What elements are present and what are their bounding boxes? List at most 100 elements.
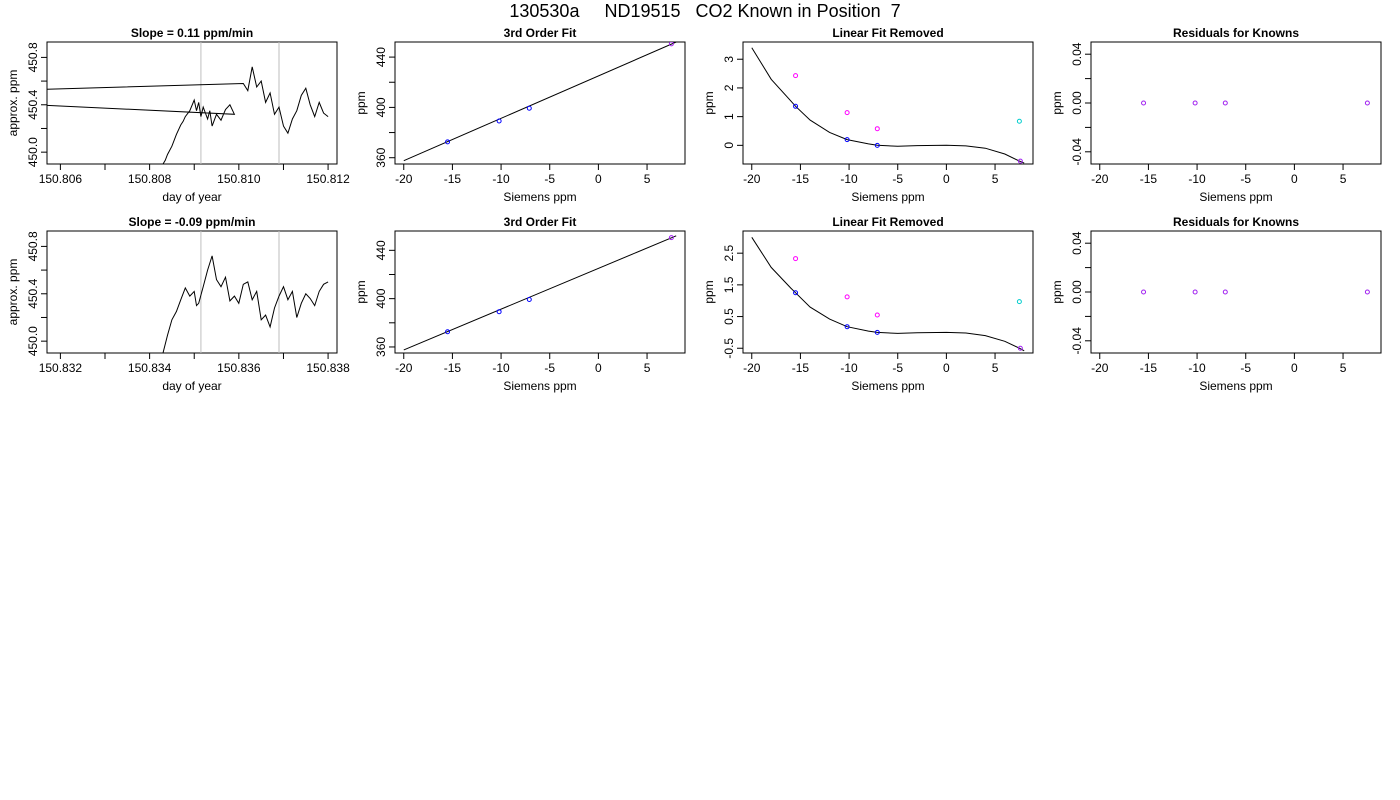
- y-axis-label: ppm: [354, 91, 368, 114]
- plot-data-area: [1141, 289, 1370, 295]
- x-axis-label: day of year: [162, 379, 221, 393]
- y-tick-label: 0.00: [1070, 91, 1084, 115]
- x-tick-label: -10: [492, 361, 510, 375]
- x-tick-label: 150.832: [39, 361, 83, 375]
- x-axis-label: Siemens ppm: [1199, 190, 1272, 204]
- x-tick-label: -5: [892, 361, 903, 375]
- data-point: [1016, 299, 1022, 305]
- y-tick-label: 440: [374, 47, 388, 67]
- y-tick-label: 450.0: [26, 137, 40, 167]
- y-tick-label: 1: [722, 113, 736, 120]
- x-tick-label: 150.810: [217, 172, 261, 186]
- x-tick-label: 150.838: [306, 361, 350, 375]
- plot-frame: [46, 41, 338, 165]
- plot-data-area: [751, 237, 1025, 352]
- data-point: [668, 42, 674, 47]
- y-axis-label: ppm: [702, 280, 716, 303]
- plot-frame: [742, 230, 1034, 354]
- data-point: [445, 329, 451, 335]
- plot-frame: [394, 41, 686, 165]
- y-tick-label: 3: [722, 56, 736, 63]
- plot-data-area: [403, 42, 677, 162]
- panel-grid: Slope = 0.11 ppm/min 150.806 150.808 150.81…: [6, 26, 1382, 393]
- plot-data-area: [751, 47, 1025, 164]
- y-tick-label: 450.0: [26, 326, 40, 356]
- figure-main-title: 130530a ND19515 CO2 Known in Position 7: [509, 1, 900, 21]
- y-tick-label: 400: [374, 288, 388, 308]
- panel-title: Residuals for Knowns: [1173, 26, 1299, 40]
- data-point: [844, 294, 850, 300]
- y-tick-label: 450.4: [26, 89, 40, 119]
- x-tick-label: 150.836: [217, 361, 261, 375]
- y-tick-label: 2: [722, 84, 736, 91]
- x-axis-label: Siemens ppm: [851, 379, 924, 393]
- x-tick-label: -5: [544, 361, 555, 375]
- x-tick-label: 150.806: [39, 172, 83, 186]
- x-tick-label: 5: [992, 172, 999, 186]
- data-point: [874, 126, 880, 132]
- x-tick-label: 0: [1291, 361, 1298, 375]
- y-tick-label: -0.5: [722, 338, 736, 359]
- y-tick-label: 0.00: [1070, 280, 1084, 304]
- plot-data-area: [47, 42, 329, 164]
- x-tick-label: 150.808: [128, 172, 172, 186]
- x-tick-label: 150.834: [128, 361, 172, 375]
- x-tick-label: 150.812: [306, 172, 350, 186]
- x-tick-label: 5: [1340, 361, 1347, 375]
- x-axis-label: Siemens ppm: [503, 379, 576, 393]
- panel-4: Residuals for Knowns -20 -15 -10 -5 0 5 -0.04 0.…: [1050, 26, 1382, 204]
- x-tick-label: 5: [644, 361, 651, 375]
- panel-6: 3rd Order Fit -20 -15 -10 -5 0 5 360 400 440 Sieme…: [354, 215, 686, 393]
- panel-3: Linear Fit Removed -20 -15 -10 -5 0 5 0 1 2 3 Sieme…: [702, 26, 1034, 204]
- x-axis-label: Siemens ppm: [851, 190, 924, 204]
- y-tick-label: 0.04: [1070, 42, 1084, 66]
- ppm-trace-line: [47, 66, 329, 164]
- x-tick-label: 0: [1291, 172, 1298, 186]
- x-tick-label: -20: [395, 361, 413, 375]
- y-tick-label: 1.5: [722, 276, 736, 293]
- x-tick-label: -15: [1140, 172, 1158, 186]
- data-point: [844, 324, 850, 330]
- x-tick-label: -10: [840, 361, 858, 375]
- y-tick-label: 450.8: [26, 42, 40, 72]
- x-tick-label: -20: [743, 361, 761, 375]
- panel-title: 3rd Order Fit: [504, 215, 577, 229]
- x-tick-label: -5: [1240, 172, 1251, 186]
- panel-1: Slope = 0.11 ppm/min 150.806 150.808 150.81…: [6, 26, 350, 204]
- y-tick-label: 0.04: [1070, 231, 1084, 255]
- x-tick-label: -20: [395, 172, 413, 186]
- panel-5: Slope = -0.09 ppm/min 150.832 150.834 150.8…: [6, 215, 350, 393]
- panel-2: 3rd Order Fit -20 -15 -10 -5 0 5 360 400 440 Sieme…: [354, 26, 686, 204]
- data-point: [1017, 158, 1023, 164]
- x-tick-label: -10: [1188, 361, 1206, 375]
- x-tick-label: 0: [943, 172, 950, 186]
- y-axis-label: ppm: [354, 280, 368, 303]
- panel-title: Slope = -0.09 ppm/min: [128, 215, 255, 229]
- y-tick-label: 450.8: [26, 231, 40, 261]
- plot-frame: [742, 41, 1034, 165]
- y-axis-label: ppm: [702, 91, 716, 114]
- y-tick-label: 2.5: [722, 245, 736, 262]
- x-tick-label: -5: [892, 172, 903, 186]
- x-axis-label: Siemens ppm: [503, 190, 576, 204]
- data-point: [793, 103, 799, 109]
- x-axis-label: Siemens ppm: [1199, 379, 1272, 393]
- data-point: [874, 312, 880, 318]
- data-point: [445, 139, 451, 145]
- x-tick-label: -15: [792, 361, 810, 375]
- panel-7: Linear Fit Removed -20 -15 -10 -5 0 5 -0.5 0.5 1.…: [702, 215, 1034, 393]
- y-tick-label: 450.4: [26, 278, 40, 308]
- data-point: [1141, 289, 1147, 295]
- y-tick-label: -0.04: [1070, 327, 1084, 355]
- x-tick-label: -15: [1140, 361, 1158, 375]
- x-tick-label: -10: [492, 172, 510, 186]
- plot-data-area: [403, 235, 677, 351]
- y-tick-label: 0: [722, 142, 736, 149]
- data-point: [793, 256, 799, 262]
- y-axis-label: ppm: [1050, 91, 1064, 114]
- data-point: [874, 329, 880, 335]
- panel-title: Linear Fit Removed: [832, 215, 943, 229]
- y-tick-label: -0.04: [1070, 138, 1084, 166]
